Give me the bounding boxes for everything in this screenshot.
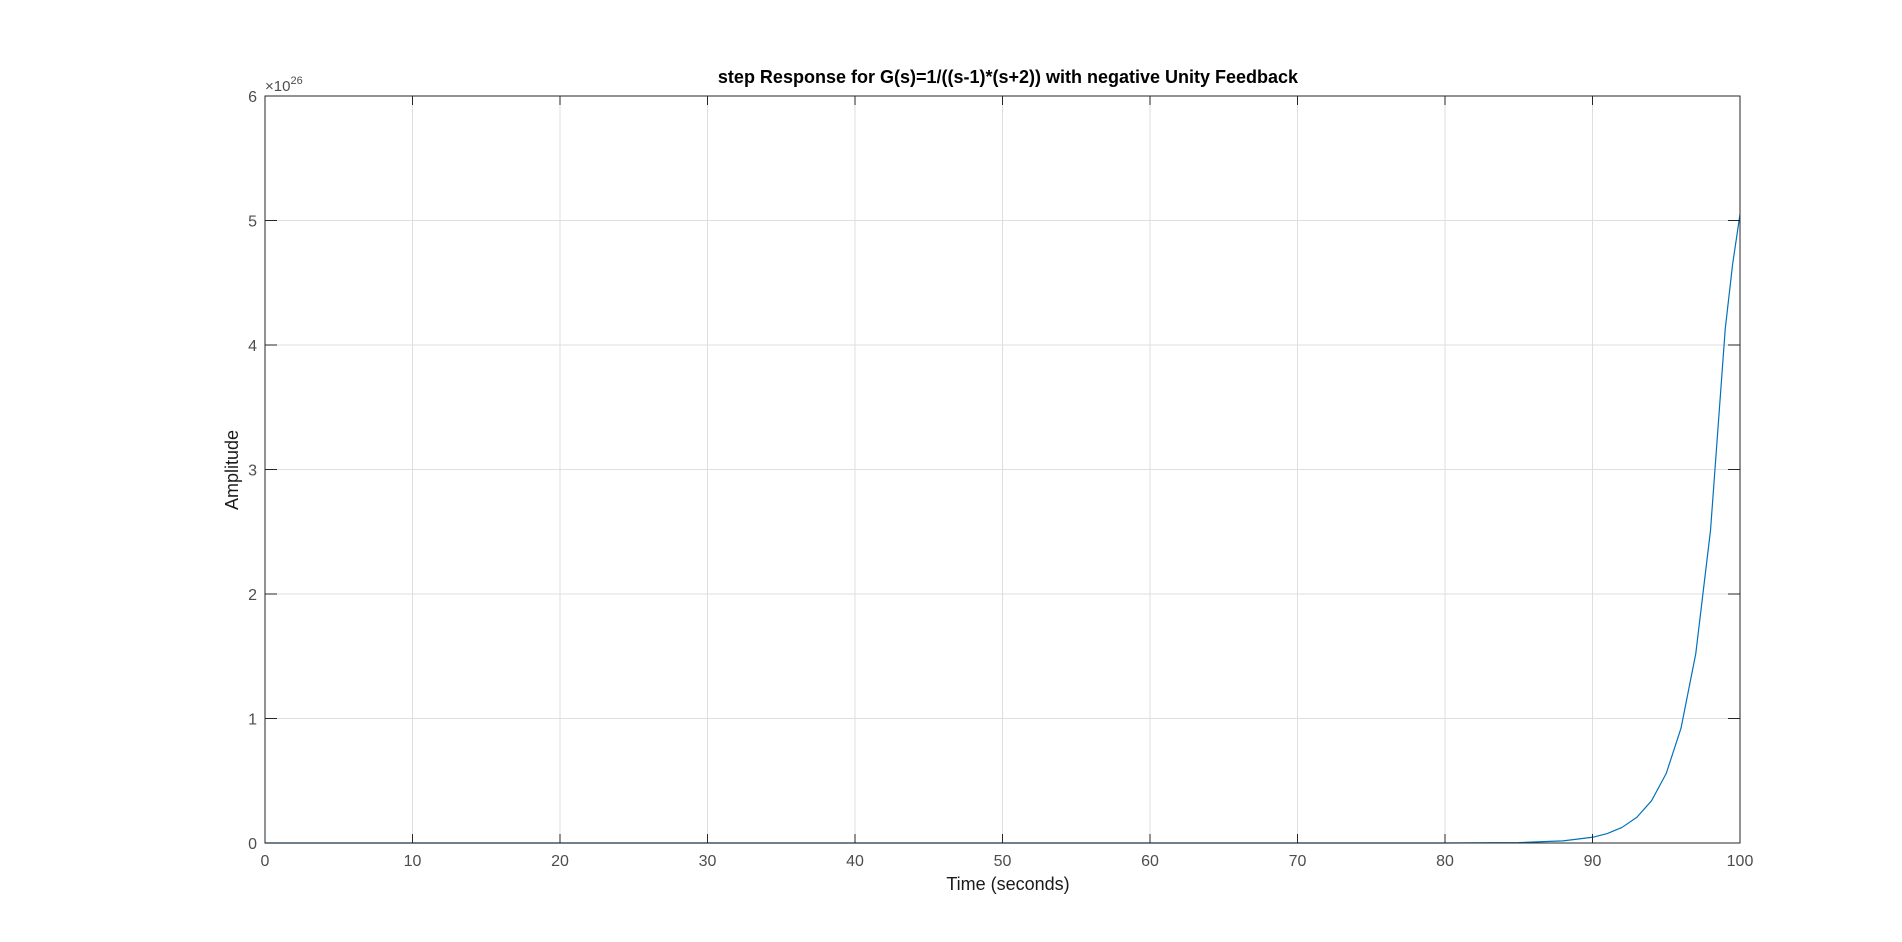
y-exponent-power: 26 bbox=[290, 75, 302, 87]
x-tick-label: 60 bbox=[1141, 853, 1159, 870]
y-tick-label: 2 bbox=[248, 587, 257, 604]
y-tick-label: 3 bbox=[248, 463, 257, 480]
x-tick-label: 50 bbox=[994, 853, 1012, 870]
x-tick-label: 70 bbox=[1289, 853, 1307, 870]
tick-marks bbox=[264, 95, 1741, 844]
x-tick-label: 0 bbox=[261, 853, 270, 870]
y-tick-label: 4 bbox=[248, 338, 257, 355]
x-axis-label: Time (seconds) bbox=[946, 874, 1069, 894]
y-tick-label: 1 bbox=[248, 712, 257, 729]
y-exponent-base: ×10 bbox=[265, 78, 290, 95]
y-tick-label: 0 bbox=[248, 836, 257, 853]
y-tick-labels: 0 1 2 3 4 5 6 bbox=[248, 89, 257, 853]
y-exponent-label: ×1026 bbox=[265, 75, 303, 95]
y-tick-label: 5 bbox=[248, 214, 257, 231]
y-tick-label: 6 bbox=[248, 89, 257, 106]
x-tick-label: 10 bbox=[404, 853, 422, 870]
y-axis-label: Amplitude bbox=[222, 430, 242, 510]
x-tick-label: 30 bbox=[699, 853, 717, 870]
x-tick-label: 90 bbox=[1584, 853, 1602, 870]
x-tick-labels: 0 10 20 30 40 50 60 70 80 90 100 bbox=[261, 853, 1754, 870]
x-tick-label: 80 bbox=[1436, 853, 1454, 870]
x-tick-label: 20 bbox=[551, 853, 569, 870]
x-tick-label: 100 bbox=[1727, 853, 1754, 870]
chart-title: step Response for G(s)=1/((s-1)*(s+2)) w… bbox=[718, 67, 1299, 87]
grid-lines bbox=[265, 96, 1740, 843]
x-tick-label: 40 bbox=[846, 853, 864, 870]
